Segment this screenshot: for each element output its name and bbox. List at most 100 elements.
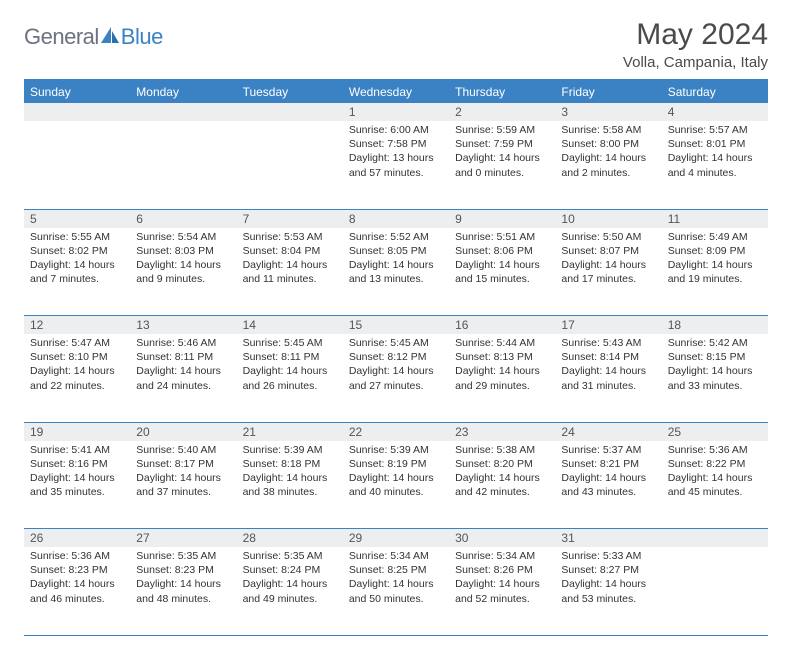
- day-content-cell: Sunrise: 5:40 AMSunset: 8:17 PMDaylight:…: [130, 441, 236, 529]
- weekday-header: Monday: [130, 80, 236, 103]
- day-content-cell: Sunrise: 5:46 AMSunset: 8:11 PMDaylight:…: [130, 334, 236, 422]
- day-number-cell: 28: [237, 529, 343, 548]
- day-content-cell: Sunrise: 5:33 AMSunset: 8:27 PMDaylight:…: [555, 547, 661, 635]
- day-content-cell: Sunrise: 5:39 AMSunset: 8:19 PMDaylight:…: [343, 441, 449, 529]
- day-number-row: 567891011: [24, 209, 768, 228]
- day-details: Sunrise: 5:34 AMSunset: 8:25 PMDaylight:…: [343, 547, 449, 610]
- weekday-header: Tuesday: [237, 80, 343, 103]
- day-number-cell: [662, 529, 768, 548]
- day-details: Sunrise: 5:47 AMSunset: 8:10 PMDaylight:…: [24, 334, 130, 397]
- day-number-cell: 27: [130, 529, 236, 548]
- day-number-cell: 12: [24, 316, 130, 335]
- day-details: Sunrise: 5:36 AMSunset: 8:23 PMDaylight:…: [24, 547, 130, 610]
- weekday-header: Saturday: [662, 80, 768, 103]
- day-content-cell: Sunrise: 5:53 AMSunset: 8:04 PMDaylight:…: [237, 228, 343, 316]
- day-number: 7: [243, 212, 337, 226]
- day-details: Sunrise: 5:49 AMSunset: 8:09 PMDaylight:…: [662, 228, 768, 291]
- day-number-cell: 22: [343, 422, 449, 441]
- day-number-cell: 7: [237, 209, 343, 228]
- day-details: Sunrise: 5:59 AMSunset: 7:59 PMDaylight:…: [449, 121, 555, 184]
- day-number-cell: 21: [237, 422, 343, 441]
- day-details: Sunrise: 5:55 AMSunset: 8:02 PMDaylight:…: [24, 228, 130, 291]
- day-number: 23: [455, 425, 549, 439]
- day-number-cell: 16: [449, 316, 555, 335]
- day-details: Sunrise: 5:58 AMSunset: 8:00 PMDaylight:…: [555, 121, 661, 184]
- day-content-cell: [662, 547, 768, 635]
- day-content-cell: Sunrise: 5:41 AMSunset: 8:16 PMDaylight:…: [24, 441, 130, 529]
- day-details: Sunrise: 5:33 AMSunset: 8:27 PMDaylight:…: [555, 547, 661, 610]
- day-number-cell: 14: [237, 316, 343, 335]
- weekday-header: Thursday: [449, 80, 555, 103]
- day-number: 4: [668, 105, 762, 119]
- day-number-cell: 25: [662, 422, 768, 441]
- day-number: 26: [30, 531, 124, 545]
- day-content-row: Sunrise: 6:00 AMSunset: 7:58 PMDaylight:…: [24, 121, 768, 209]
- day-content-cell: Sunrise: 5:59 AMSunset: 7:59 PMDaylight:…: [449, 121, 555, 209]
- day-number-cell: 17: [555, 316, 661, 335]
- day-number: 8: [349, 212, 443, 226]
- day-number-cell: 15: [343, 316, 449, 335]
- day-number-cell: [237, 103, 343, 121]
- calendar-table: SundayMondayTuesdayWednesdayThursdayFrid…: [24, 79, 768, 636]
- day-content-cell: Sunrise: 5:39 AMSunset: 8:18 PMDaylight:…: [237, 441, 343, 529]
- day-number: 17: [561, 318, 655, 332]
- day-number-row: 19202122232425: [24, 422, 768, 441]
- day-details: Sunrise: 5:34 AMSunset: 8:26 PMDaylight:…: [449, 547, 555, 610]
- day-number: 13: [136, 318, 230, 332]
- day-content-cell: Sunrise: 5:36 AMSunset: 8:22 PMDaylight:…: [662, 441, 768, 529]
- day-details: Sunrise: 5:44 AMSunset: 8:13 PMDaylight:…: [449, 334, 555, 397]
- day-number-cell: 23: [449, 422, 555, 441]
- day-content-row: Sunrise: 5:41 AMSunset: 8:16 PMDaylight:…: [24, 441, 768, 529]
- day-details: Sunrise: 5:54 AMSunset: 8:03 PMDaylight:…: [130, 228, 236, 291]
- day-details: Sunrise: 5:35 AMSunset: 8:23 PMDaylight:…: [130, 547, 236, 610]
- day-details: Sunrise: 5:42 AMSunset: 8:15 PMDaylight:…: [662, 334, 768, 397]
- day-content-cell: Sunrise: 5:49 AMSunset: 8:09 PMDaylight:…: [662, 228, 768, 316]
- day-content-row: Sunrise: 5:55 AMSunset: 8:02 PMDaylight:…: [24, 228, 768, 316]
- sail-icon: [99, 25, 121, 50]
- day-content-cell: [237, 121, 343, 209]
- day-number: 21: [243, 425, 337, 439]
- day-content-cell: Sunrise: 5:35 AMSunset: 8:24 PMDaylight:…: [237, 547, 343, 635]
- day-number-cell: 19: [24, 422, 130, 441]
- day-content-row: Sunrise: 5:47 AMSunset: 8:10 PMDaylight:…: [24, 334, 768, 422]
- day-content-cell: Sunrise: 5:57 AMSunset: 8:01 PMDaylight:…: [662, 121, 768, 209]
- day-number: 16: [455, 318, 549, 332]
- day-number: 19: [30, 425, 124, 439]
- day-content-cell: Sunrise: 5:37 AMSunset: 8:21 PMDaylight:…: [555, 441, 661, 529]
- day-content-cell: Sunrise: 5:55 AMSunset: 8:02 PMDaylight:…: [24, 228, 130, 316]
- day-details: Sunrise: 5:53 AMSunset: 8:04 PMDaylight:…: [237, 228, 343, 291]
- day-details: Sunrise: 5:46 AMSunset: 8:11 PMDaylight:…: [130, 334, 236, 397]
- day-number: 15: [349, 318, 443, 332]
- day-number: 1: [349, 105, 443, 119]
- day-content-cell: Sunrise: 5:36 AMSunset: 8:23 PMDaylight:…: [24, 547, 130, 635]
- day-number: 5: [30, 212, 124, 226]
- day-content-cell: Sunrise: 5:42 AMSunset: 8:15 PMDaylight:…: [662, 334, 768, 422]
- day-number: 28: [243, 531, 337, 545]
- day-content-cell: Sunrise: 5:50 AMSunset: 8:07 PMDaylight:…: [555, 228, 661, 316]
- day-details: Sunrise: 5:52 AMSunset: 8:05 PMDaylight:…: [343, 228, 449, 291]
- day-details: Sunrise: 6:00 AMSunset: 7:58 PMDaylight:…: [343, 121, 449, 184]
- logo-text-general: General: [24, 24, 99, 50]
- day-number-cell: 9: [449, 209, 555, 228]
- day-number-cell: 3: [555, 103, 661, 121]
- day-content-cell: Sunrise: 5:44 AMSunset: 8:13 PMDaylight:…: [449, 334, 555, 422]
- day-number-row: 262728293031: [24, 529, 768, 548]
- day-details: Sunrise: 5:51 AMSunset: 8:06 PMDaylight:…: [449, 228, 555, 291]
- day-number-cell: 10: [555, 209, 661, 228]
- day-content-cell: Sunrise: 5:45 AMSunset: 8:12 PMDaylight:…: [343, 334, 449, 422]
- weekday-header: Friday: [555, 80, 661, 103]
- day-content-cell: [24, 121, 130, 209]
- day-content-cell: Sunrise: 5:35 AMSunset: 8:23 PMDaylight:…: [130, 547, 236, 635]
- day-details: Sunrise: 5:39 AMSunset: 8:18 PMDaylight:…: [237, 441, 343, 504]
- day-content-cell: Sunrise: 5:34 AMSunset: 8:26 PMDaylight:…: [449, 547, 555, 635]
- day-number: 18: [668, 318, 762, 332]
- day-details: Sunrise: 5:45 AMSunset: 8:12 PMDaylight:…: [343, 334, 449, 397]
- day-number: 30: [455, 531, 549, 545]
- day-content-cell: Sunrise: 5:54 AMSunset: 8:03 PMDaylight:…: [130, 228, 236, 316]
- day-details: Sunrise: 5:39 AMSunset: 8:19 PMDaylight:…: [343, 441, 449, 504]
- day-number: 14: [243, 318, 337, 332]
- location: Volla, Campania, Italy: [623, 54, 768, 71]
- day-content-cell: Sunrise: 5:45 AMSunset: 8:11 PMDaylight:…: [237, 334, 343, 422]
- day-number-cell: 1: [343, 103, 449, 121]
- day-number-row: 12 13 14 15 16 17 18: [24, 316, 768, 335]
